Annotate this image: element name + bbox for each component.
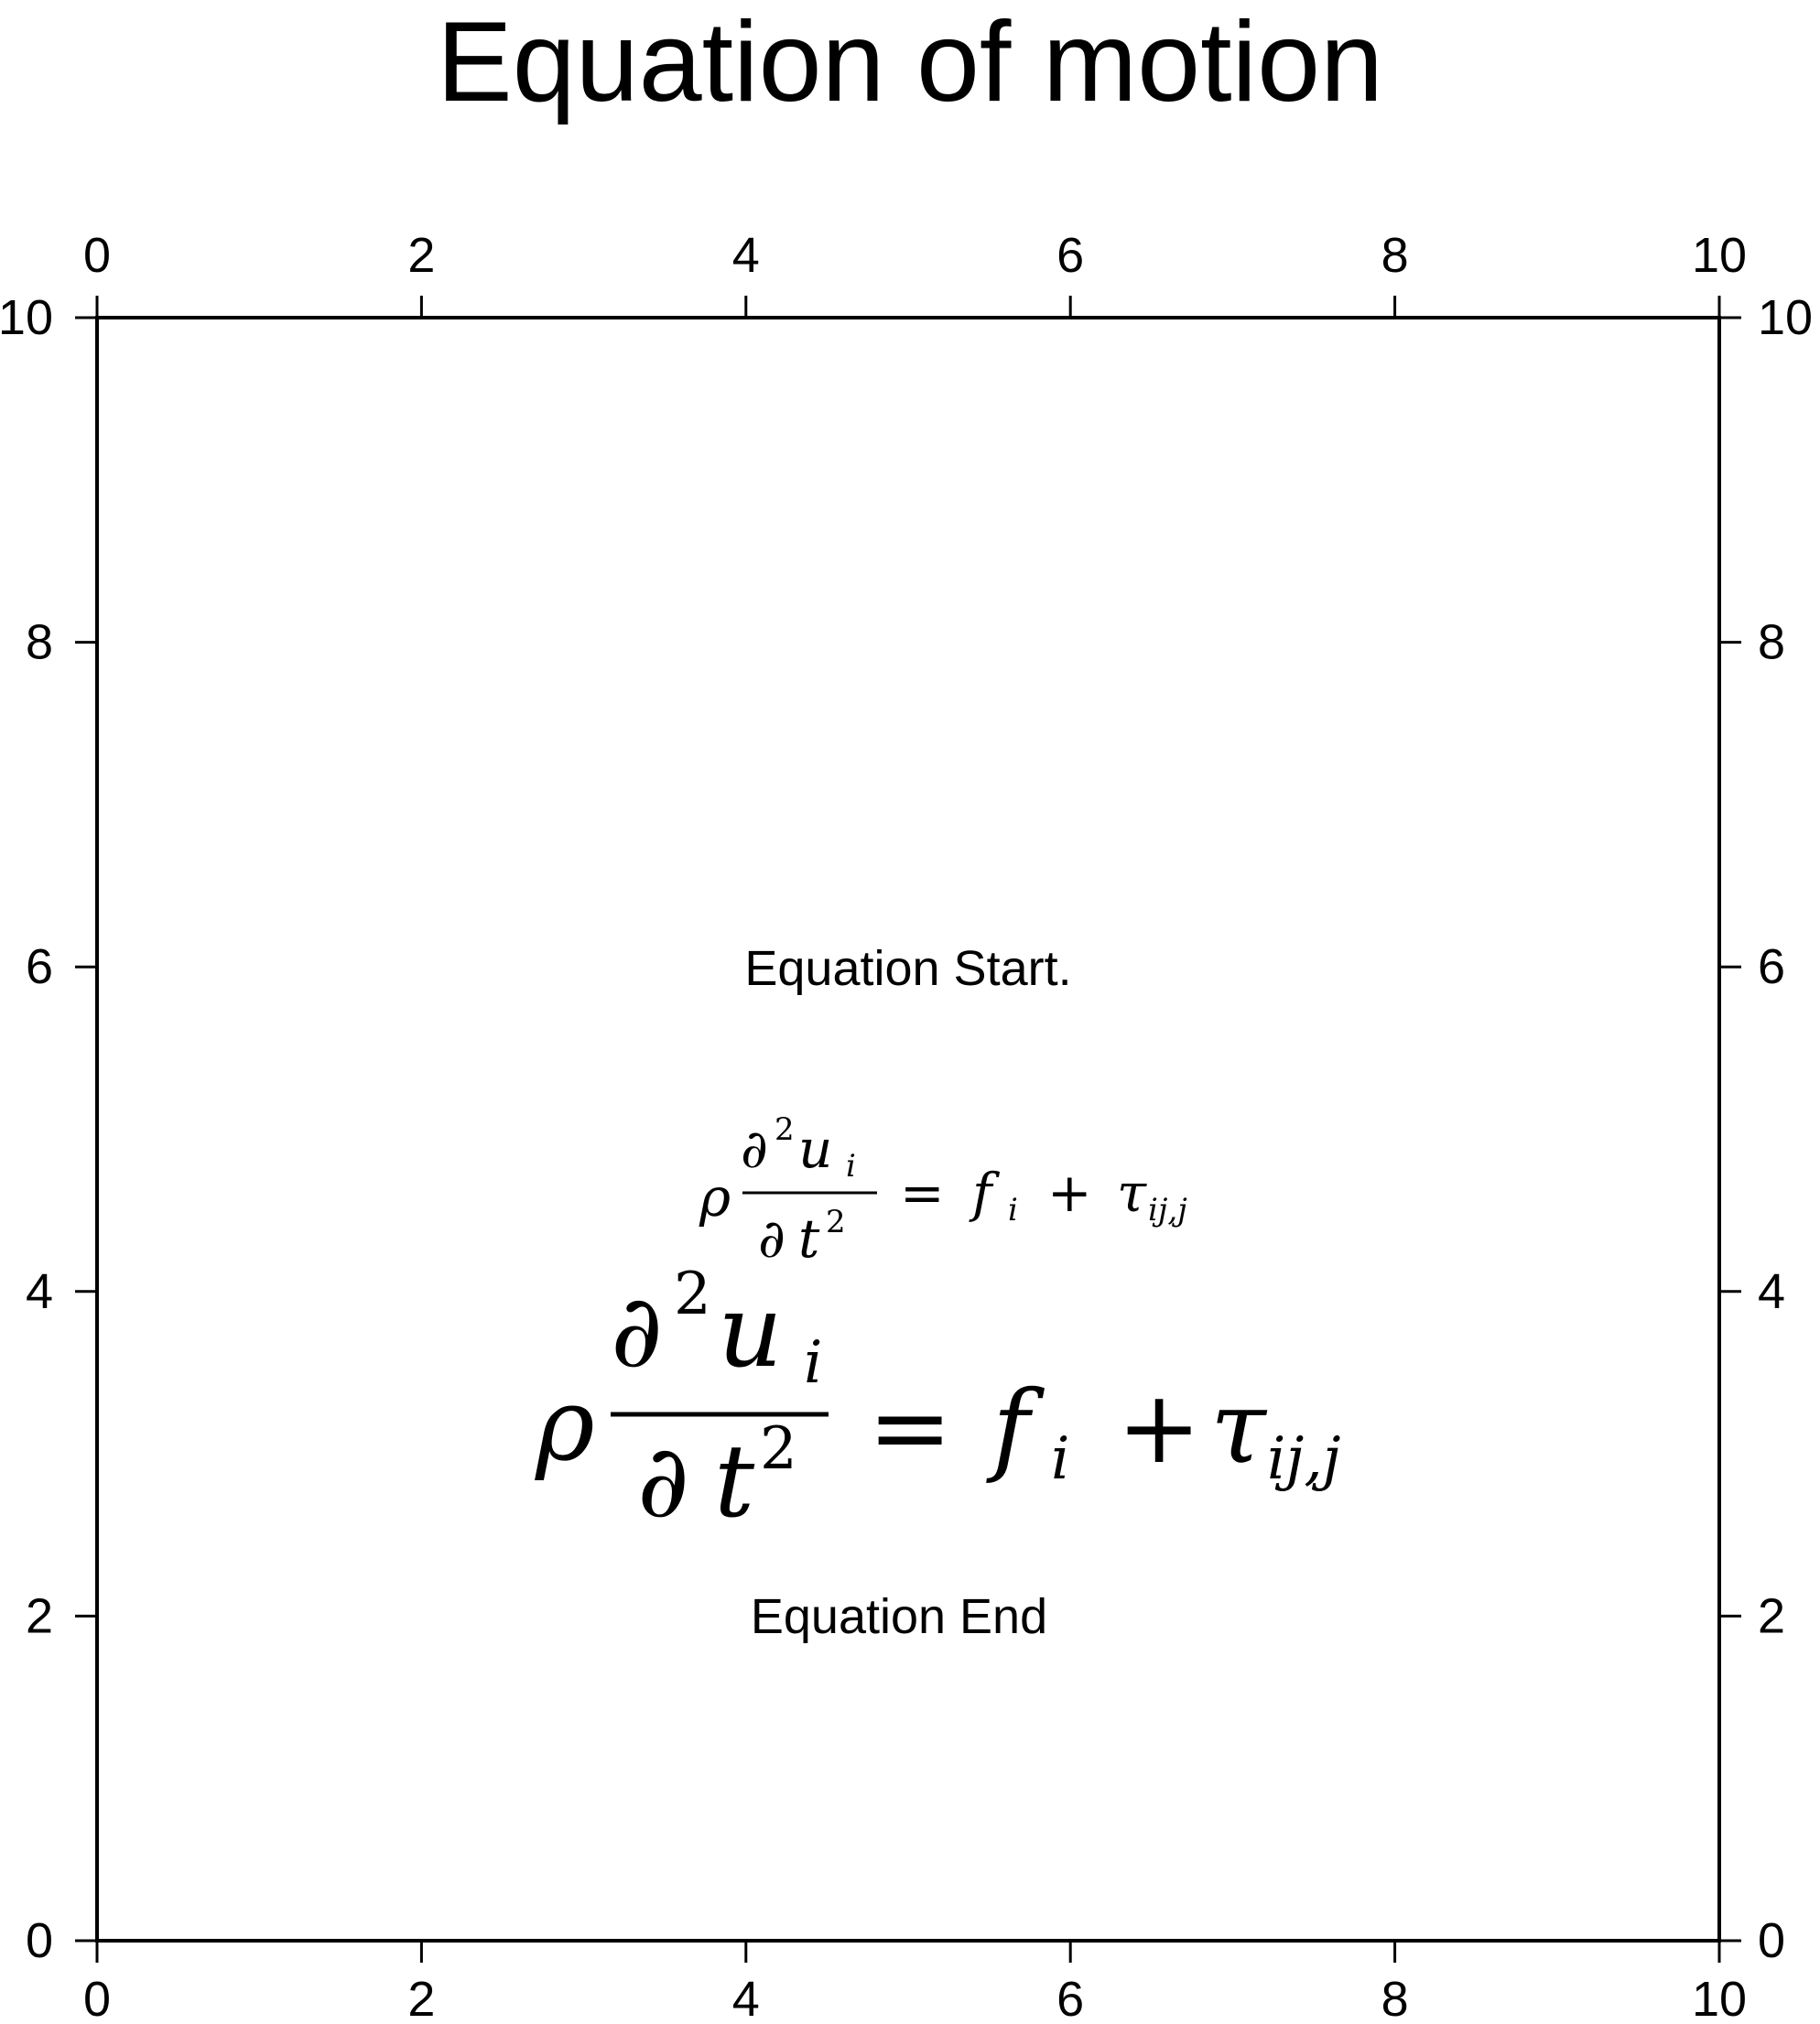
eq-small-denominator-exponent: 2 <box>826 1204 846 1240</box>
y-tick-label-right: 2 <box>1758 1588 1785 1643</box>
x-tick-label-top: 6 <box>1056 228 1084 283</box>
equation-end-label: Equation End <box>751 1589 1047 1644</box>
y-tick-label-left: 6 <box>26 939 53 994</box>
equation-small: ρ ∂ 2 u i ∂ t 2 = f i + τ ij,j <box>699 1111 1187 1270</box>
eq-small-equals: = <box>900 1162 945 1224</box>
x-tick-label-bottom: 0 <box>83 1972 111 2024</box>
eq-large-denominator-partial: ∂ <box>637 1423 689 1540</box>
x-tick-label-top: 8 <box>1381 228 1409 283</box>
y-tick-label-left: 10 <box>0 290 53 345</box>
eq-small-tau: τ <box>1117 1162 1147 1224</box>
eq-small-numerator-partial: ∂ <box>741 1118 768 1180</box>
x-tick-label-bottom: 4 <box>732 1972 760 2024</box>
eq-large-plus: + <box>1117 1369 1201 1486</box>
eq-large-numerator-sub: i <box>804 1329 822 1397</box>
y-tick-label-right: 4 <box>1758 1264 1785 1319</box>
eq-large-tau: τ <box>1210 1369 1268 1486</box>
equation-large: ρ ∂ 2 u i ∂ t 2 = f i + τ ij,j <box>535 1261 1341 1540</box>
eq-large-tau-sub: ij,j <box>1267 1425 1341 1493</box>
eq-large-numerator-partial: ∂ <box>611 1272 663 1390</box>
x-tick-label-bottom: 10 <box>1692 1972 1747 2024</box>
eq-small-f: f <box>969 1162 1001 1224</box>
y-tick-label-right: 0 <box>1758 1913 1785 1968</box>
eq-large-equals: = <box>868 1369 952 1486</box>
eq-small-f-sub: i <box>1008 1192 1018 1228</box>
eq-large-f: f <box>986 1369 1045 1486</box>
equation-start-label: Equation Start. <box>744 941 1071 996</box>
eq-small-numerator-sub: i <box>846 1148 856 1185</box>
y-tick-label-right: 8 <box>1758 615 1785 670</box>
eq-large-numerator-var: u <box>718 1272 783 1390</box>
y-tick-label-left: 2 <box>26 1588 53 1643</box>
x-tick-label-top: 2 <box>407 228 435 283</box>
x-tick-label-top: 4 <box>732 228 760 283</box>
eq-small-tau-sub: ij,j <box>1148 1192 1187 1228</box>
eq-small-rho: ρ <box>699 1166 731 1228</box>
eq-small-numerator-var: u <box>798 1118 832 1180</box>
eq-large-numerator-exponent: 2 <box>674 1261 711 1328</box>
x-tick-label-top: 10 <box>1692 228 1747 283</box>
y-tick-label-right: 10 <box>1758 290 1813 345</box>
y-tick-label-right: 6 <box>1758 939 1785 994</box>
eq-large-denominator-var: t <box>714 1423 755 1540</box>
y-tick-label-left: 0 <box>26 1913 53 1968</box>
eq-small-plus: + <box>1047 1162 1092 1224</box>
eq-small-denominator-var: t <box>798 1207 820 1270</box>
eq-large-denominator-exponent: 2 <box>760 1415 797 1483</box>
x-tick-label-bottom: 8 <box>1381 1972 1409 2024</box>
x-tick-label-bottom: 2 <box>407 1972 435 2024</box>
eq-small-denominator-partial: ∂ <box>758 1207 785 1270</box>
x-tick-label-bottom: 6 <box>1056 1972 1084 2024</box>
plot-frame <box>95 316 1721 1943</box>
eq-large-f-sub: i <box>1051 1425 1069 1493</box>
x-tick-label-top: 0 <box>83 228 111 283</box>
y-tick-label-left: 4 <box>26 1264 53 1319</box>
eq-small-numerator-exponent: 2 <box>775 1111 795 1148</box>
y-tick-label-left: 8 <box>26 615 53 670</box>
eq-large-rho: ρ <box>535 1366 595 1483</box>
figure-title: Equation of motion <box>437 0 1383 125</box>
